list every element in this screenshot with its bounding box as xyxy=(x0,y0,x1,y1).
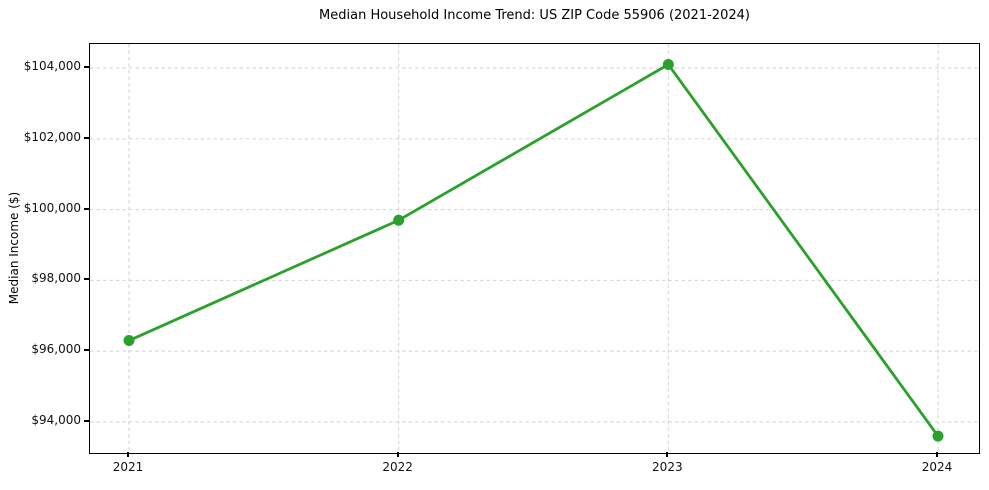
data-point-marker xyxy=(393,214,405,226)
chart-title: Median Household Income Trend: US ZIP Co… xyxy=(319,8,750,23)
x-tick-label: 2021 xyxy=(112,460,144,474)
y-tick-label: $102,000 xyxy=(23,129,81,144)
y-tick-mark xyxy=(84,278,89,281)
y-tick-mark xyxy=(84,136,89,139)
y-tick-mark xyxy=(84,349,89,352)
data-point-marker xyxy=(662,59,674,71)
y-tick-mark xyxy=(84,419,89,422)
line-chart-svg xyxy=(90,44,978,452)
income-trend-line xyxy=(127,63,940,438)
x-tick-mark xyxy=(396,452,399,457)
y-tick-mark xyxy=(84,207,89,210)
x-tick-label: 2022 xyxy=(382,460,413,474)
y-tick-label: $98,000 xyxy=(31,271,81,286)
y-tick-label: $96,000 xyxy=(31,342,81,357)
y-tick-label: $100,000 xyxy=(23,200,81,215)
x-tick-label: 2023 xyxy=(652,460,683,474)
x-tick-mark xyxy=(936,452,938,457)
x-tick-mark xyxy=(666,452,669,457)
y-tick-mark xyxy=(84,66,89,69)
plot-area xyxy=(89,43,980,454)
x-tick-label: 2024 xyxy=(921,460,953,474)
data-point-marker xyxy=(123,335,135,347)
x-tick-mark xyxy=(127,452,129,457)
y-tick-label: $104,000 xyxy=(23,59,81,74)
y-tick-label: $94,000 xyxy=(31,412,81,427)
data-point-marker xyxy=(932,430,944,442)
